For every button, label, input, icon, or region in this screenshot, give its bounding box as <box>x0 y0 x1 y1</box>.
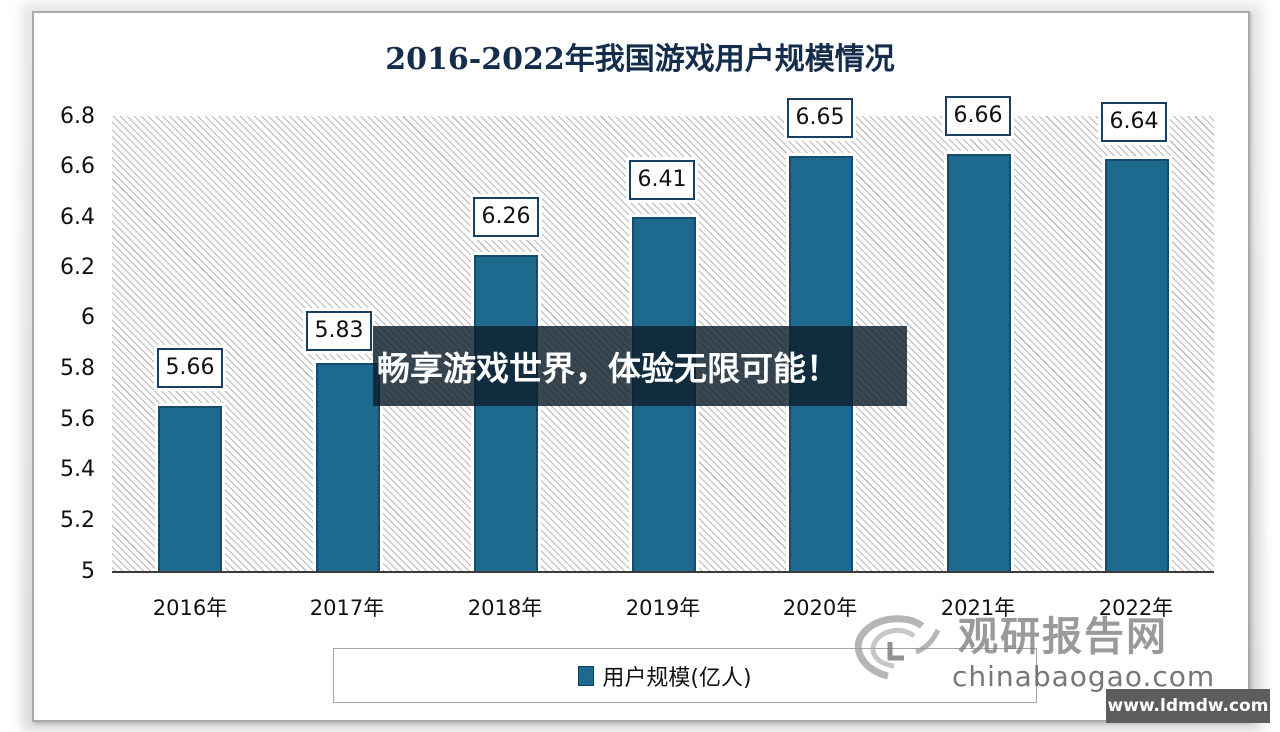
value-label: 6.64 <box>1101 102 1167 142</box>
y-tick: 5.4 <box>60 457 95 482</box>
x-tick: 2022年 <box>1098 596 1174 620</box>
bar-2022 <box>1102 156 1172 575</box>
x-tick: 2020年 <box>782 596 858 620</box>
value-label: 5.66 <box>157 348 223 388</box>
value-label: 5.83 <box>306 311 372 351</box>
x-tick: 2018年 <box>467 596 543 620</box>
y-tick: 6.4 <box>60 205 95 230</box>
site-watermark-badge: www.ldmdw.com <box>1106 689 1270 723</box>
bar-2021 <box>944 151 1014 575</box>
value-label: 6.65 <box>787 98 853 138</box>
y-tick: 5.8 <box>60 356 95 381</box>
chart-title: 2016-2022年我国游戏用户规模情况 <box>385 42 895 77</box>
y-tick: 5 <box>81 559 95 584</box>
x-tick: 2021年 <box>940 596 1016 620</box>
value-label: 6.41 <box>629 160 695 200</box>
bar-2017 <box>313 360 383 575</box>
y-tick: 6.6 <box>60 154 95 179</box>
y-tick: 5.2 <box>60 508 95 533</box>
watermark-brand-en: chinabaogao.com <box>952 660 1216 693</box>
value-label: 6.26 <box>473 197 539 237</box>
y-tick: 5.6 <box>60 407 95 432</box>
watermark-logo-icon <box>854 615 941 680</box>
x-tick: 2016年 <box>152 596 228 620</box>
y-tick: 6.2 <box>60 255 95 280</box>
x-axis-line <box>112 571 1214 573</box>
legend-swatch-icon <box>578 665 595 686</box>
bar-2018 <box>471 252 541 575</box>
legend-label: 用户规模(亿人) <box>602 665 752 691</box>
y-tick: 6.8 <box>60 104 95 129</box>
watermark-brand-cn: 观研报告网 <box>958 614 1168 660</box>
banner-text: 畅享游戏世界，体验无限可能！ <box>377 349 839 388</box>
overlay-banner: 畅享游戏世界，体验无限可能！ <box>373 326 907 406</box>
y-tick: 6 <box>81 305 95 330</box>
legend: 用户规模(亿人) <box>333 648 1037 703</box>
x-tick: 2019年 <box>625 596 701 620</box>
x-tick: 2017年 <box>309 596 385 620</box>
bar-2016 <box>155 403 225 575</box>
value-label: 6.66 <box>945 96 1011 136</box>
